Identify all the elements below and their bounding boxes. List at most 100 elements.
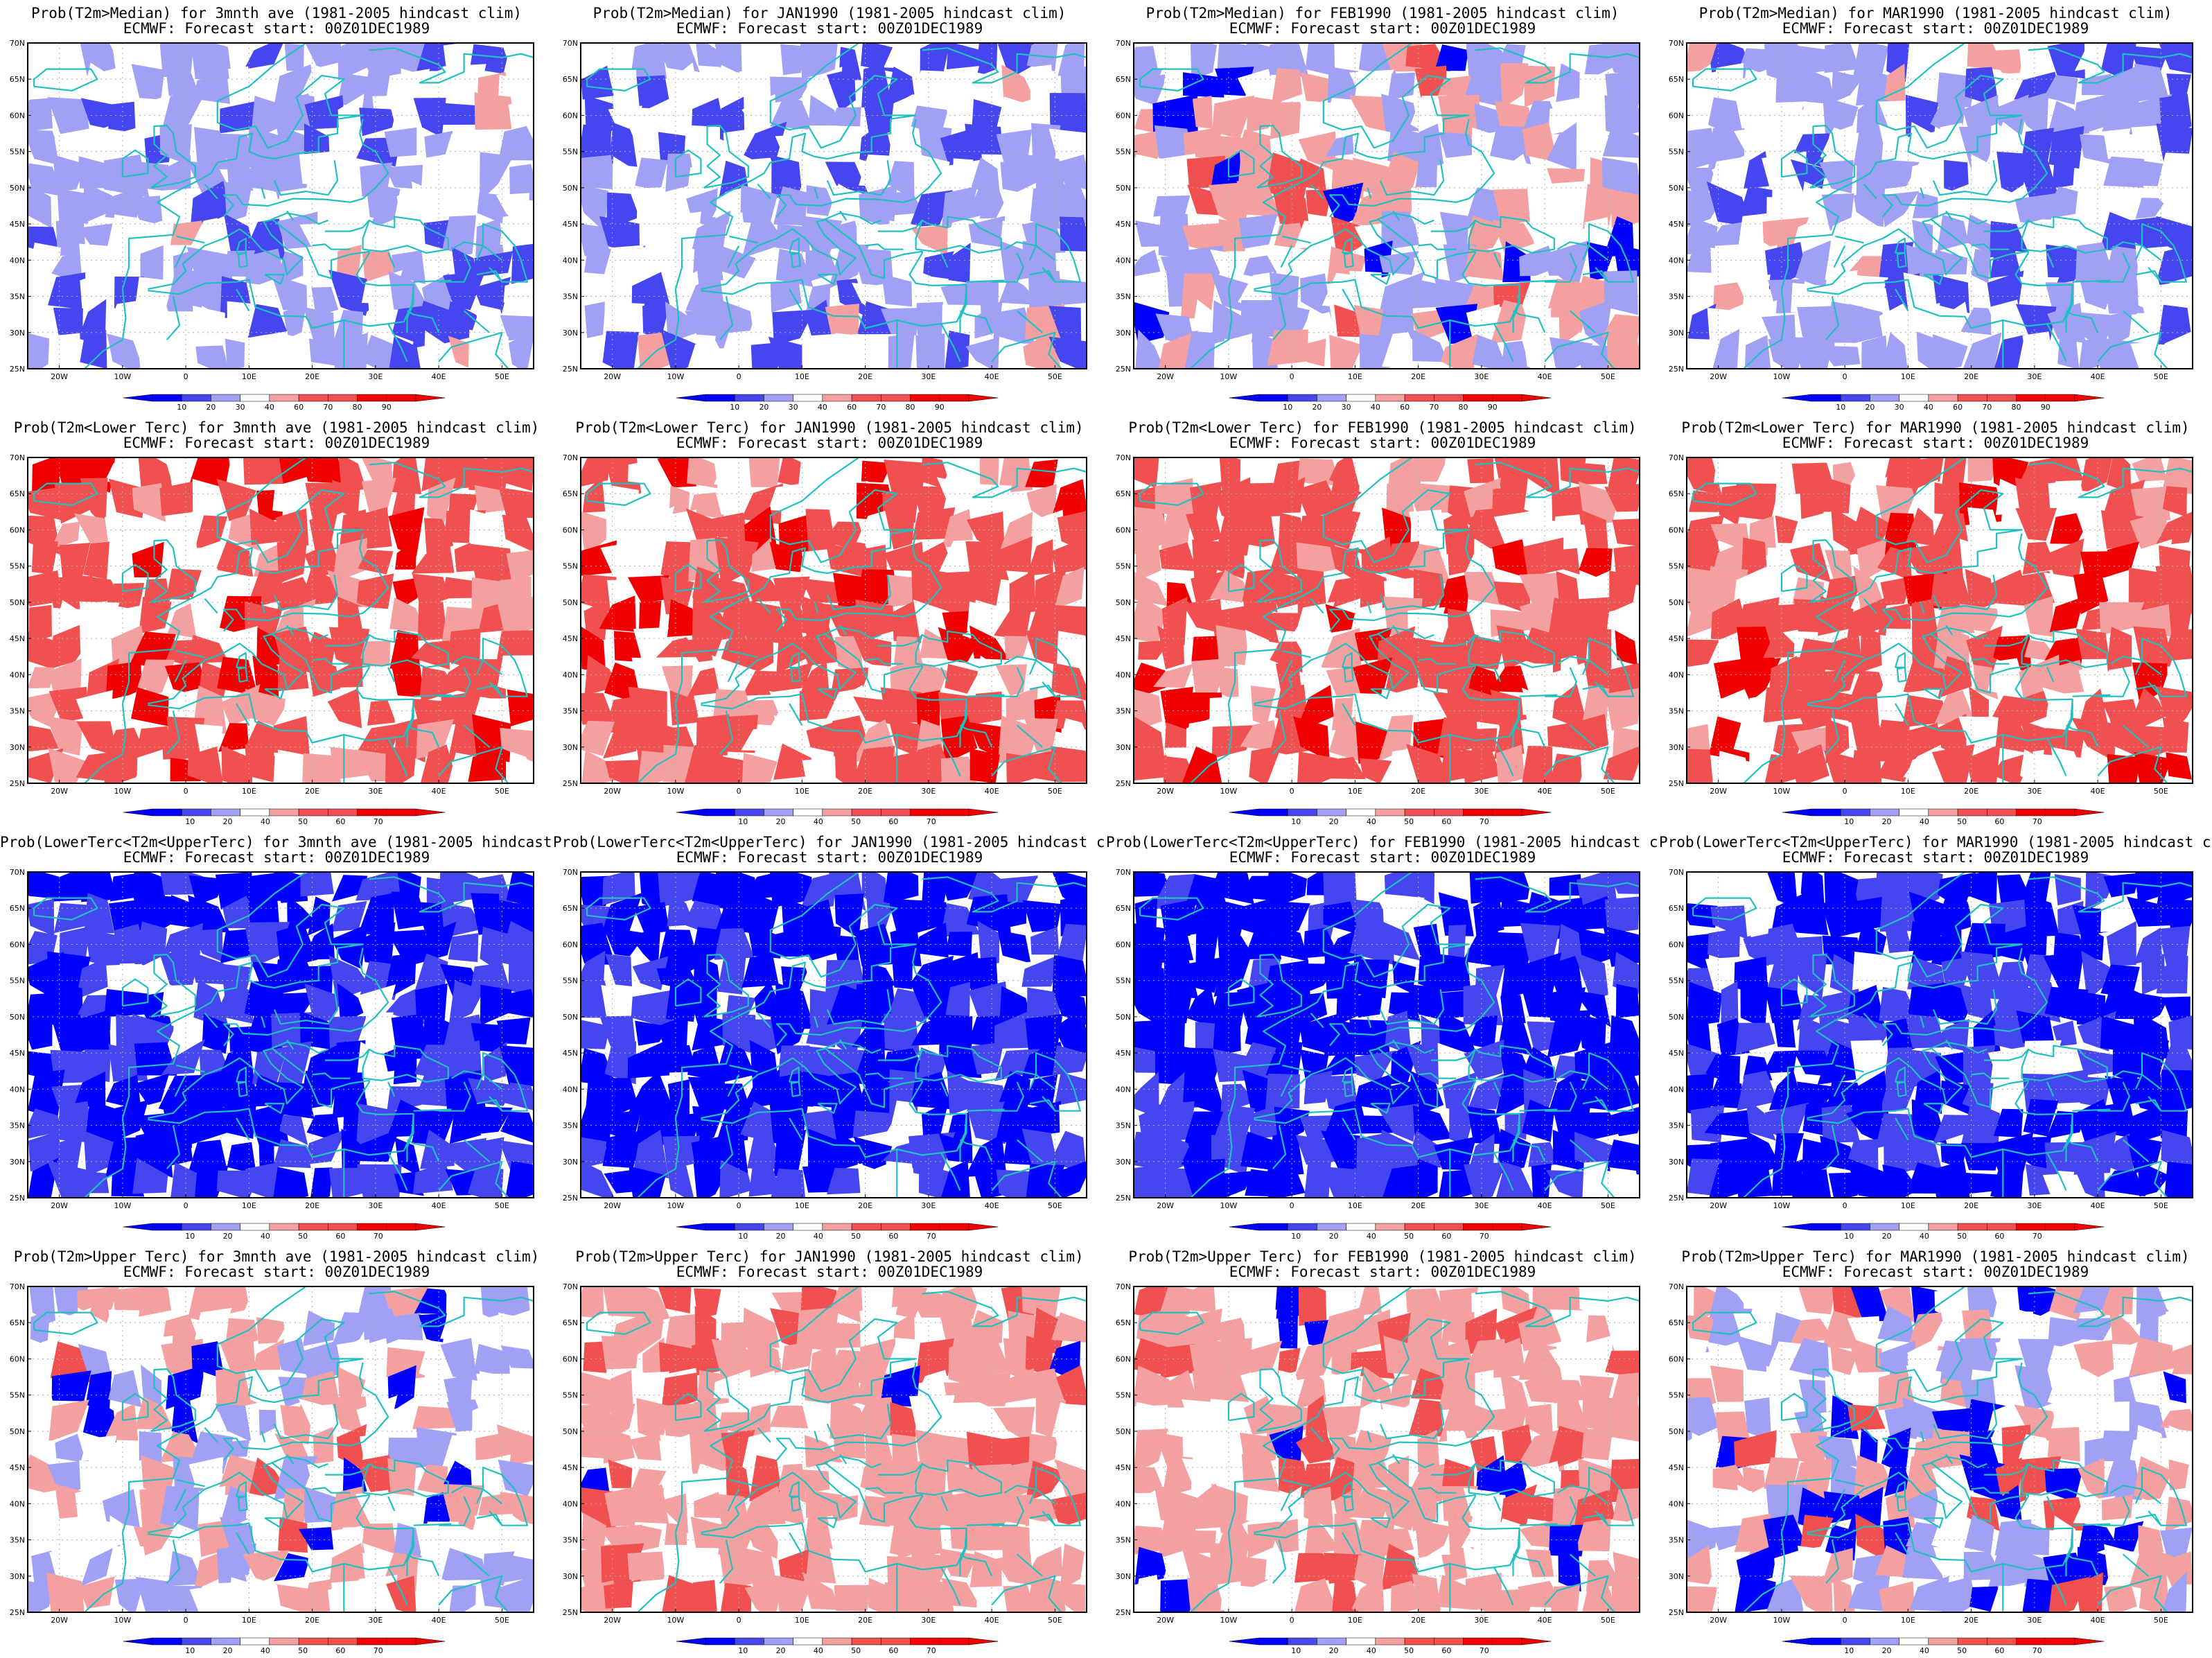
probability-cell: [245, 1162, 279, 1198]
coastline-segment: [1809, 539, 1855, 603]
coastline-segment: [1780, 457, 2023, 704]
graticule: [1687, 872, 2193, 1198]
coastline-segment: [1468, 630, 1555, 668]
probability-cell: [1184, 457, 1228, 484]
lat-tick-label: 40N: [563, 256, 578, 265]
colorbar-tick-label: 60: [294, 403, 304, 412]
coastline-segment: [1545, 667, 1577, 697]
colorbar-swatch: [1287, 1223, 1317, 1231]
coastline-segment: [823, 212, 859, 220]
panel-subtitle: ECMWF: Forecast start: 00Z01DEC1989: [1782, 435, 2089, 451]
plot-frame: [1133, 42, 1640, 369]
probability-cell: [1387, 72, 1415, 101]
coastline-segment: [362, 1045, 449, 1083]
coastline-segment: [701, 218, 967, 329]
probability-cell: [1960, 1143, 2001, 1171]
probability-cell: [1574, 462, 1608, 485]
coastline-segment: [839, 210, 848, 221]
probability-cell: [1687, 749, 1713, 783]
lat-tick-label: 30N: [563, 1158, 578, 1167]
colorbar-swatch: [298, 394, 328, 402]
lat-tick-label: 65N: [563, 75, 578, 84]
coastline-segment: [915, 630, 1002, 668]
lon-tick-label: 0: [184, 1616, 188, 1625]
probability-cell: [468, 329, 511, 369]
probability-cell: [1613, 1040, 1640, 1081]
coastline-segment: [2065, 310, 2099, 333]
coastline-segment: [1227, 457, 1470, 704]
coastline-segment: [1569, 1139, 1596, 1162]
probability-cell: [2168, 1459, 2189, 1491]
coastline-segment: [1556, 1485, 1609, 1505]
coastline-segment: [1512, 310, 1546, 333]
probability-cell: [744, 1521, 780, 1560]
probability-cell: [1304, 661, 1335, 694]
lon-tick-label: 30E: [2027, 787, 2042, 796]
probability-cell: [629, 1166, 666, 1198]
probability-cell: [1879, 1581, 1915, 1612]
probability-cell: [1435, 954, 1471, 993]
probability-cell: [108, 1309, 140, 1356]
lat-tick-label: 45N: [1116, 634, 1131, 643]
probability-cell: [965, 541, 1009, 581]
coastline-segment: [1392, 210, 1401, 221]
lon-tick-label: 20W: [1710, 372, 1727, 381]
probability-cell: [137, 749, 164, 783]
coastline-segment: [940, 1496, 949, 1512]
coastline-segment: [1825, 1539, 1840, 1584]
probability-cell: [132, 1158, 168, 1194]
coastline-segment: [148, 1462, 414, 1573]
colorbar-swatch: [152, 394, 182, 402]
coastline-segment: [757, 183, 771, 200]
coastlines: [1139, 457, 1640, 783]
lat-tick-label: 30N: [10, 329, 25, 338]
coastline-segment: [814, 1016, 819, 1028]
lon-tick-label: 20W: [1710, 787, 1727, 796]
coastline-segment: [84, 1532, 127, 1612]
coastline-segment: [858, 216, 881, 225]
coastline-segment: [1493, 1567, 1514, 1606]
colorbar-swatch: [1957, 394, 1987, 402]
coastline-segment: [1512, 284, 1520, 333]
probability-cell: [1764, 1457, 1800, 1489]
probability-cell: [1292, 1340, 1340, 1381]
graticule: [28, 872, 534, 1198]
lon-tick-label: 10W: [667, 787, 684, 796]
coastline-segment: [703, 125, 749, 189]
coastline-segment: [915, 1045, 1002, 1083]
probability-cell: [1056, 631, 1087, 672]
coastline-segment: [1983, 1049, 2029, 1061]
lat-tick-label: 40N: [10, 670, 25, 679]
colorbar-tick-label: 10: [185, 1232, 195, 1241]
coastline-segment: [1328, 948, 1495, 1047]
coastline-segment: [1545, 1081, 1577, 1112]
lon-tick-label: 20E: [1964, 372, 1978, 381]
colorbar-arrow-low: [676, 1223, 706, 1231]
lon-tick-label: 10E: [1901, 372, 1915, 381]
probability-cell: [80, 330, 107, 369]
lat-tick-label: 50N: [1116, 598, 1131, 607]
coastline-segment: [489, 1510, 503, 1526]
coastline-segment: [413, 279, 452, 283]
coastline-segment: [1780, 1393, 1808, 1422]
colorbar-arrow-low: [123, 394, 153, 402]
coastline-segment: [703, 954, 749, 1018]
probability-cell: [965, 123, 1003, 155]
probability-cell: [1936, 72, 1976, 107]
colorbar-swatch: [1928, 394, 1958, 402]
probability-cell: [189, 596, 229, 634]
probability-cell: [910, 1513, 942, 1560]
probability-cell: [498, 1459, 534, 1496]
probability-cell: [1355, 721, 1390, 764]
lon-tick-label: 20W: [604, 787, 621, 796]
colorbar-tick-label: 90: [935, 403, 945, 412]
coastline-segment: [1367, 1016, 1372, 1028]
probability-cell: [834, 1585, 870, 1612]
colorbar-swatch: [1811, 1637, 1841, 1646]
coastlines: [1139, 1286, 1640, 1612]
colorbar-arrow-high: [2074, 1223, 2105, 1231]
colorbar-swatch: [1811, 394, 1841, 402]
lat-tick-label: 65N: [563, 489, 578, 498]
probability-cell: [1742, 1466, 1765, 1496]
coastline-segment: [817, 1517, 838, 1528]
